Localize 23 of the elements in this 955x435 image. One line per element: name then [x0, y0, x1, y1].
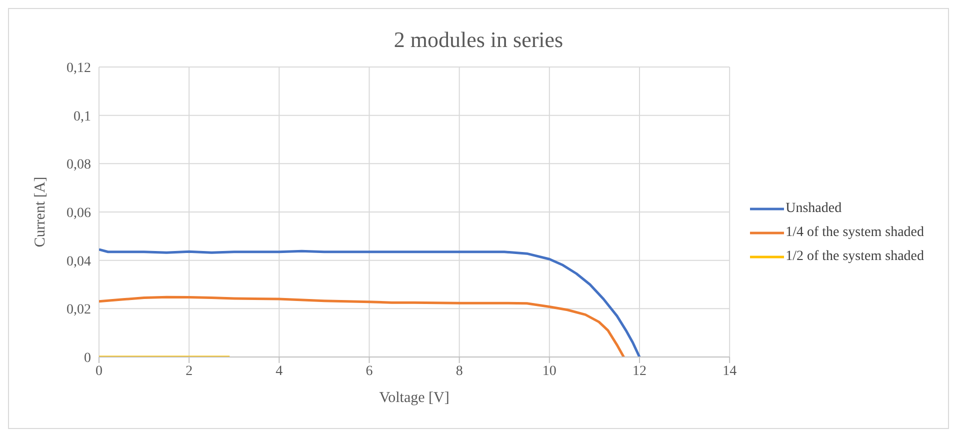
- y-tick-label: 0,04: [66, 254, 91, 270]
- x-tick-label: 12: [632, 364, 646, 379]
- x-tick-label: 4: [276, 364, 283, 379]
- x-tick-label: 10: [542, 364, 556, 379]
- line-series: [99, 296, 625, 357]
- x-tick-label: 6: [366, 364, 373, 379]
- legend-label: 1/2 of the system shaded: [786, 249, 924, 265]
- y-tick-label: 0,02: [66, 302, 91, 318]
- x-tick-label: 0: [96, 364, 102, 379]
- y-tick-label: 0,06: [66, 206, 91, 221]
- y-axis-title: Current [A]: [32, 176, 48, 248]
- y-tick-label: 0,08: [66, 158, 91, 173]
- x-tick-label: 8: [456, 364, 463, 379]
- x-tick-label: 2: [186, 364, 193, 379]
- y-tick-label: 0,12: [66, 60, 91, 76]
- y-tick-label: 0,1: [74, 109, 91, 124]
- line-series: [99, 248, 641, 357]
- x-tick-label: 14: [722, 364, 737, 379]
- chart-title: 2 modules in series: [392, 27, 564, 54]
- legend-label: 1/4 of the system shaded: [786, 225, 924, 241]
- x-axis-title: Voltage [V]: [379, 390, 450, 406]
- legend-label: Unshaded: [786, 201, 842, 217]
- y-tick-label: 0: [84, 350, 91, 366]
